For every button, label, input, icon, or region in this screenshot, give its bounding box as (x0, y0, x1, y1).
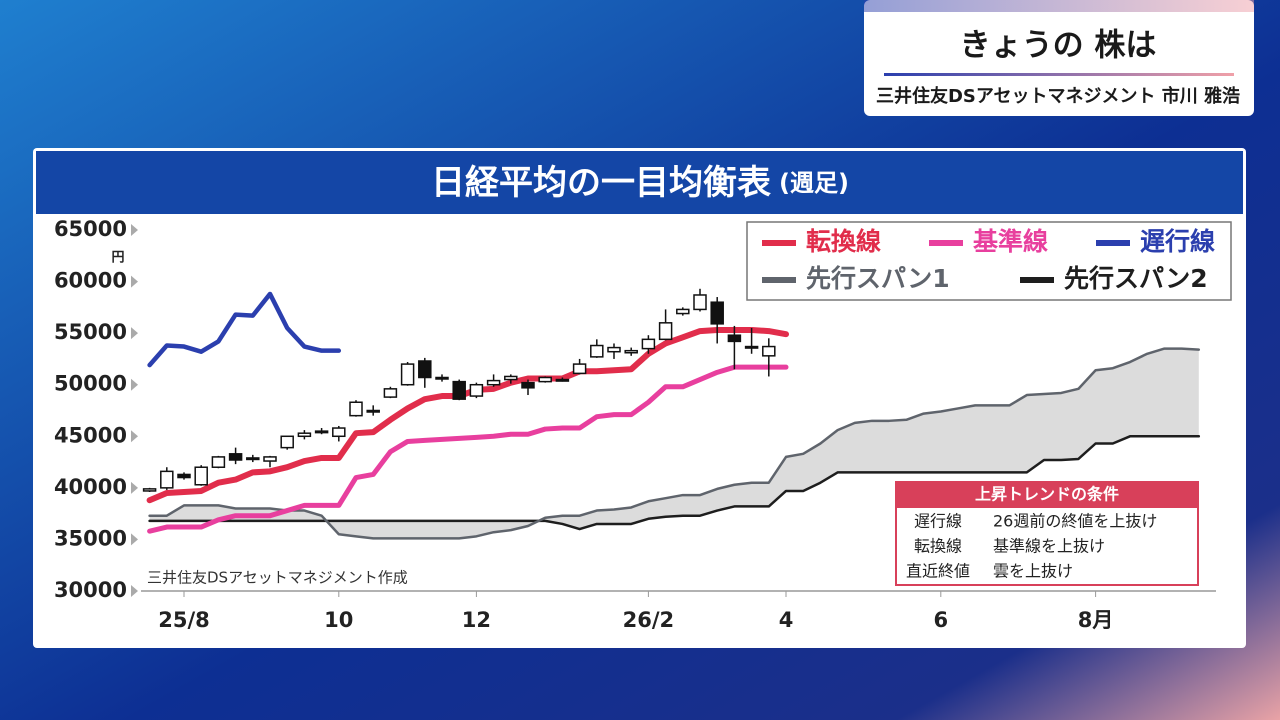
header-rule (884, 73, 1234, 76)
candle-body (744, 345, 759, 349)
candle-body (177, 473, 191, 479)
candle-body (555, 378, 570, 382)
conditions-header (896, 482, 1198, 508)
candle-body (418, 360, 432, 379)
candle-body (228, 453, 243, 461)
candle-body (572, 363, 587, 375)
candle-body (469, 383, 484, 397)
chart-title-bar (36, 151, 1243, 214)
candle-body (762, 345, 776, 357)
y-tick-label: 60000 (54, 269, 127, 293)
line-2 (147, 291, 342, 368)
candle-body (521, 381, 535, 389)
candle-body (383, 388, 398, 398)
y-tick-label: 40000 (54, 475, 127, 499)
x-tick-label: 8月 (1078, 608, 1114, 632)
candle-body (486, 379, 501, 386)
legend-label: 先行スパン1 (806, 264, 950, 293)
candle-body (624, 349, 638, 354)
y-tick (131, 224, 138, 236)
candle-body (607, 346, 621, 353)
candle-body (142, 488, 157, 492)
y-tick-label: 50000 (54, 372, 127, 396)
header-stripe (864, 0, 1254, 12)
line-4 (148, 435, 1201, 531)
candle-body (366, 409, 380, 413)
candle-body (590, 344, 604, 358)
candle-body (332, 427, 346, 438)
y-tick (131, 585, 138, 597)
candle-body (538, 376, 552, 383)
candle-body (504, 375, 518, 381)
line-1 (147, 364, 789, 534)
plot: 30000 35000 40000 45000 50000 55000 60000 65000… (54, 217, 1216, 632)
condition-line: 遅行線 (914, 512, 962, 531)
conditions-box: 上昇トレンドの条件 遅行線 26週前の終値を上抜け 転換線 基準線を上抜け 直近… (895, 481, 1199, 586)
y-tick-label: 35000 (54, 526, 127, 550)
y-unit: 円 (111, 251, 124, 266)
y-tick (131, 378, 138, 391)
chart-subtitle: (週足) (779, 169, 849, 197)
conditions-title: 上昇トレンドの条件 (975, 485, 1119, 504)
source-note: 三井住友DSアセットマネジメント作成 (147, 569, 408, 587)
header-title: きょうの 株は (960, 28, 1157, 64)
y-tick (131, 481, 138, 494)
x-tick-label: 25/8 (158, 608, 210, 632)
line-3 (148, 347, 1201, 540)
candle-body (297, 432, 312, 438)
condition-rule: 雲を上抜け (993, 562, 1073, 581)
y-tick (131, 327, 138, 340)
candle-body (727, 334, 742, 343)
y-tick (131, 533, 138, 546)
y-tick-label: 55000 (54, 320, 127, 344)
chart-title-text: 日経平均の一目均衡表 (431, 163, 771, 203)
y-tick-label: 65000 (54, 217, 127, 241)
candle-body (435, 376, 449, 380)
candle-body (710, 301, 724, 325)
candle-body (452, 380, 466, 400)
condition-rule: 基準線を上抜け (993, 537, 1105, 556)
condition-line: 転換線 (914, 537, 962, 556)
candle-body (349, 401, 363, 417)
x-tick-label: 10 (324, 608, 353, 632)
legend-label: 基準線 (973, 227, 1048, 256)
legend-box (746, 221, 1232, 301)
candle-body (194, 466, 208, 486)
candle-body (658, 322, 673, 341)
candle-body (314, 430, 329, 434)
candle-body (400, 363, 415, 386)
y-tick (131, 275, 138, 288)
line-0 (146, 327, 789, 504)
x-tick-label: 4 (779, 608, 794, 632)
candle-body (246, 457, 260, 461)
candle-body (693, 294, 707, 311)
y-tick-label: 30000 (54, 578, 127, 602)
chart-title: 日経平均の一目均衡表 (週足) (431, 163, 849, 203)
candle-body (211, 456, 226, 468)
header-panel (864, 0, 1254, 116)
legend-label: 遅行線 (1140, 227, 1215, 256)
candle-body (676, 308, 690, 315)
candle-body (280, 435, 294, 449)
condition-line: 直近終値 (906, 562, 970, 581)
cloud (149, 348, 1199, 539)
y-tick-label: 45000 (54, 423, 127, 447)
x-tick-label: 6 (933, 608, 948, 632)
legend-label: 先行スパン2 (1064, 264, 1208, 293)
y-tick (131, 430, 138, 443)
header-subtitle: 三井住友DSアセットマネジメント 市川 雅浩 (876, 85, 1240, 107)
candle-body (160, 470, 174, 489)
x-tick-label: 12 (462, 608, 491, 632)
x-tick-label: 26/2 (623, 608, 675, 632)
candle-body (641, 338, 656, 350)
condition-rule: 26週前の終値を上抜け (993, 512, 1157, 531)
candle-body (263, 456, 277, 462)
header-box: きょうの 株は 三井住友DSアセットマネジメント 市川 雅浩 (864, 0, 1254, 116)
legend-label: 転換線 (806, 227, 881, 256)
